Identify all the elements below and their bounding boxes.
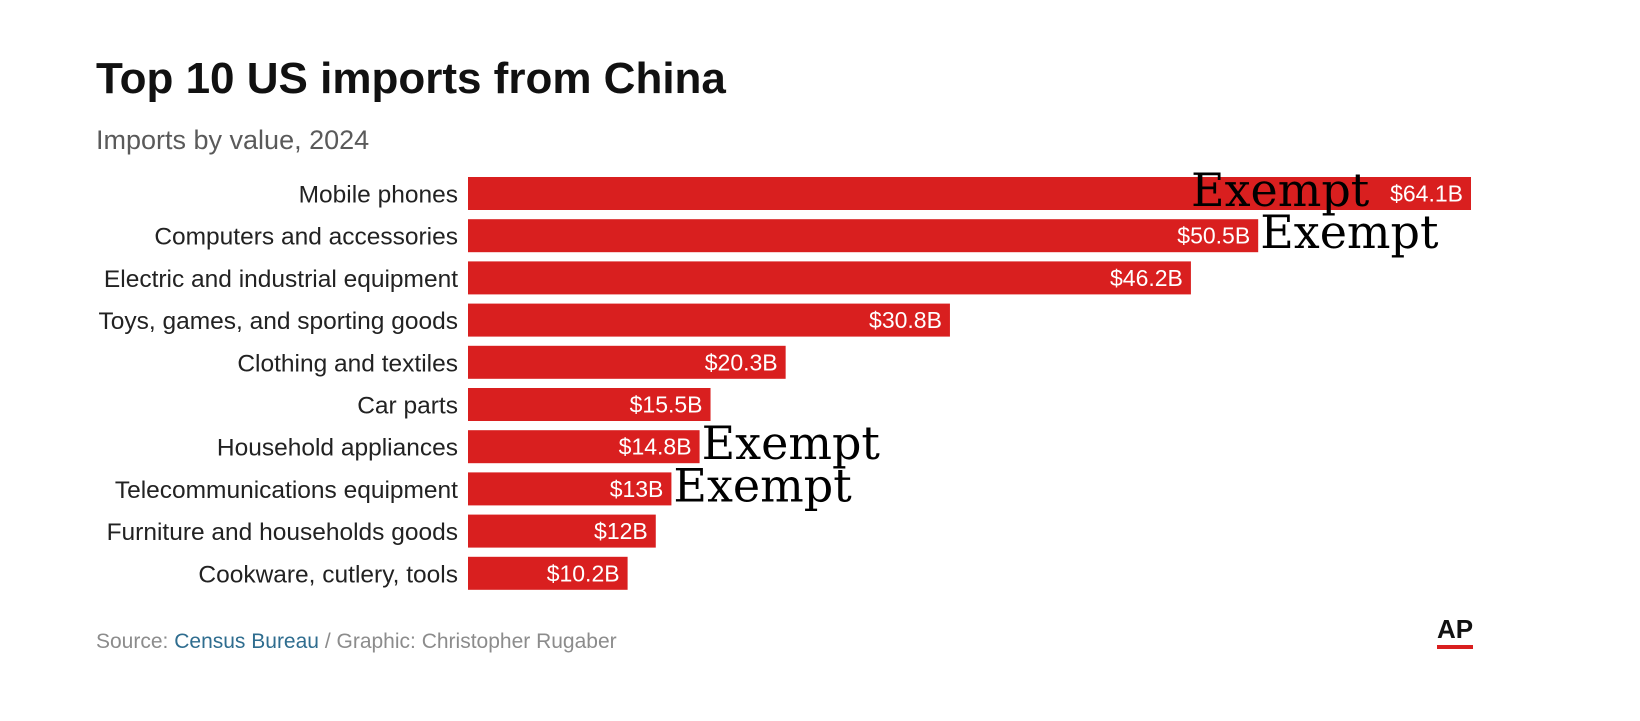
exempt-annotation: Exempt	[1260, 205, 1439, 259]
value-label: $13B	[610, 476, 664, 502]
bar	[468, 303, 950, 337]
ap-logo-underline	[1437, 645, 1473, 649]
value-label: $20.3B	[705, 349, 778, 375]
category-label: Cookware, cutlery, tools	[198, 561, 458, 588]
chart-title: Top 10 US imports from China	[96, 54, 726, 103]
category-label: Electric and industrial equipment	[104, 266, 458, 293]
bar	[468, 345, 786, 379]
category-label: Mobile phones	[299, 182, 458, 209]
value-label: $14.8B	[619, 434, 692, 460]
source-prefix: Source:	[96, 630, 174, 653]
value-label: $50.5B	[1177, 223, 1250, 249]
bars-layer: Mobile phones $64.1B Computers and accesso…	[98, 177, 1471, 590]
source-suffix: / Graphic: Christopher Rugaber	[319, 630, 617, 653]
bar	[468, 430, 700, 464]
value-label: $64.1B	[1390, 181, 1463, 207]
category-label: Furniture and households goods	[107, 519, 458, 546]
category-label: Household appliances	[217, 435, 458, 462]
category-label: Toys, games, and sporting goods	[98, 308, 458, 335]
source-link[interactable]: Census Bureau	[174, 630, 319, 653]
category-label: Car parts	[357, 393, 458, 420]
value-label: $12B	[594, 518, 648, 544]
category-label: Computers and accessories	[154, 224, 458, 251]
bar	[468, 177, 1471, 210]
bar	[468, 556, 628, 590]
ap-logo: AP	[1437, 614, 1473, 649]
category-label: Clothing and textiles	[237, 350, 458, 377]
exempt-annotation: Exempt	[702, 416, 881, 470]
source-line: Source: Census Bureau / Graphic: Christo…	[96, 630, 617, 653]
exempt-annotation: Exempt	[1191, 163, 1370, 217]
bar	[468, 514, 656, 548]
value-label: $10.2B	[547, 560, 620, 586]
exempt-annotation: Exempt	[673, 458, 852, 512]
value-label: $46.2B	[1110, 265, 1183, 291]
chart-subtitle: Imports by value, 2024	[96, 125, 369, 155]
ap-logo-text: AP	[1437, 614, 1473, 644]
bar	[468, 219, 1259, 253]
value-label: $30.8B	[869, 307, 942, 333]
bar	[468, 388, 711, 421]
value-label: $15.5B	[630, 392, 703, 418]
bar	[468, 261, 1191, 295]
bar	[468, 472, 672, 506]
category-label: Telecommunications equipment	[115, 477, 458, 504]
